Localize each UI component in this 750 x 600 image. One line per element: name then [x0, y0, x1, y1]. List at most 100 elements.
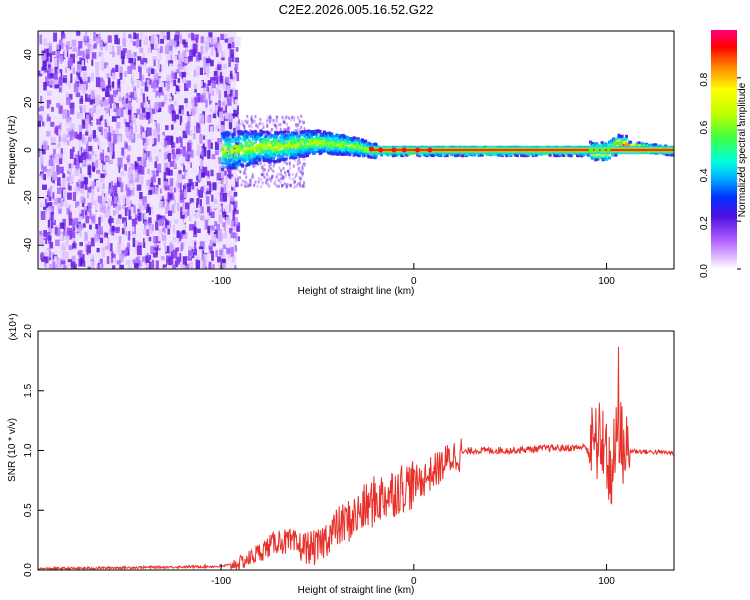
heatmap-cell	[609, 142, 613, 146]
heatmap-cell	[43, 262, 47, 267]
heatmap-cell	[182, 50, 187, 57]
heatmap-cell	[169, 187, 173, 194]
heatmap-cell	[114, 34, 118, 45]
heatmap-cell	[87, 135, 92, 142]
heatmap-cell	[85, 49, 90, 54]
heatmap-cell	[112, 265, 116, 269]
heatmap-cell	[155, 36, 158, 44]
heatmap-cell	[196, 221, 200, 227]
heatmap-cell	[213, 76, 218, 85]
heatmap-cell	[95, 94, 101, 103]
heatmap-cell	[146, 266, 151, 269]
heatmap-cell	[146, 219, 149, 226]
heatmap-cell	[66, 45, 69, 53]
heatmap-cell	[38, 70, 43, 77]
heatmap-cell	[51, 117, 57, 125]
heatmap-cell	[282, 134, 286, 138]
heatmap-cell	[603, 154, 607, 158]
heatmap-cell	[255, 133, 258, 136]
heatmap-cell	[152, 56, 157, 61]
heatmap-cell	[331, 145, 335, 149]
heatmap-cell	[51, 205, 55, 216]
heatmap-cell	[75, 201, 80, 208]
heatmap-cell	[338, 135, 342, 139]
heatmap-cell	[177, 202, 180, 211]
heatmap-cell	[294, 180, 297, 184]
heatmap-cell	[330, 141, 334, 145]
heatmap-cell	[95, 70, 99, 79]
heatmap-cell	[188, 109, 191, 115]
heatmap-cell	[241, 120, 244, 124]
heatmap-cell	[96, 225, 101, 235]
heatmap-cell	[223, 193, 227, 202]
heatmap-cell	[193, 69, 196, 77]
heatmap-cell	[232, 157, 236, 161]
heatmap-cell	[87, 154, 92, 160]
heatmap-cell	[232, 224, 237, 231]
heatmap-cell	[229, 147, 233, 151]
heatmap-cell	[259, 152, 263, 156]
heatmap-cell	[346, 136, 350, 139]
heatmap-cell	[172, 55, 178, 62]
heatmap-cell	[47, 202, 53, 209]
heatmap-cell	[159, 82, 164, 92]
heatmap-cell	[196, 93, 201, 103]
heatmap-cell	[278, 139, 282, 143]
heatmap-cell	[210, 266, 214, 269]
heatmap-cell	[81, 83, 87, 94]
heatmap-cell	[205, 267, 211, 269]
heatmap-cell	[128, 265, 132, 269]
heatmap-cell	[300, 130, 304, 134]
heatmap-cell	[279, 180, 282, 184]
heatmap-cell	[278, 123, 280, 127]
heatmap-cell	[109, 255, 112, 266]
heatmap-cell	[175, 182, 179, 191]
heatmap-cell	[101, 190, 105, 197]
heatmap-cell	[99, 106, 105, 115]
heatmap-cell	[150, 57, 156, 68]
heatmap-cell	[144, 82, 149, 92]
heatmap-cell	[89, 108, 93, 115]
heatmap-cell	[283, 182, 286, 186]
heatmap-cell	[245, 150, 249, 154]
heatmap-cell	[82, 50, 85, 60]
heatmap-cell	[298, 122, 301, 126]
heatmap-cell	[241, 164, 245, 168]
heatmap-cell	[111, 116, 117, 122]
heatmap-cell	[42, 121, 45, 127]
heatmap-cell	[133, 58, 136, 66]
heatmap-cell	[181, 150, 184, 158]
heatmap-cell	[597, 155, 601, 159]
heatmap-hotspot	[368, 146, 374, 152]
heatmap-cell	[235, 121, 238, 128]
heatmap-cell	[267, 155, 271, 158]
heatmap-cell	[74, 128, 79, 133]
heatmap-cell	[123, 109, 128, 119]
heatmap-cell	[160, 39, 164, 44]
heatmap-cell	[203, 82, 206, 92]
heatmap-cell	[50, 219, 54, 229]
heatmap-cell	[90, 72, 94, 81]
heatmap-cell	[611, 140, 615, 144]
heatmap-cell	[128, 58, 134, 64]
heatmap-cell	[270, 178, 272, 182]
heatmap-cell	[106, 113, 110, 123]
heatmap-cell	[221, 167, 225, 171]
heatmap-cell	[102, 204, 106, 214]
heatmap-cell	[71, 139, 75, 147]
heatmap-hotspot	[612, 142, 617, 147]
heatmap-cell	[427, 153, 431, 157]
heatmap-cell	[54, 68, 58, 75]
heatmap-cell	[99, 77, 104, 82]
heatmap-cell	[151, 108, 156, 114]
heatmap-cell	[83, 120, 86, 125]
heatmap-cell	[85, 106, 90, 112]
heatmap-cell	[207, 80, 211, 86]
heatmap-cell	[47, 218, 51, 228]
heatmap-cell	[164, 185, 170, 191]
heatmap-cell	[288, 162, 291, 166]
heatmap-cell	[43, 38, 49, 46]
heatmap-cell	[41, 160, 44, 170]
